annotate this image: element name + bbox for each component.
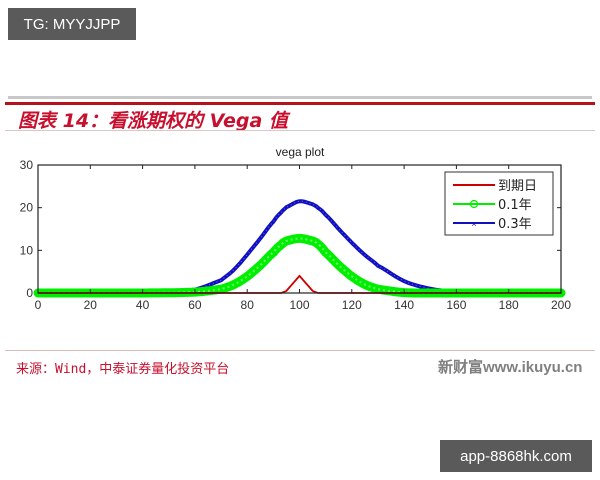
y-axis-ticks: 0 10 20 30: [20, 158, 561, 300]
series-1: [33, 233, 566, 298]
x-tick-label: 160: [446, 298, 466, 312]
legend-label: 到期日: [498, 179, 537, 194]
site-watermark: 新财富www.ikuyu.cn: [438, 359, 583, 376]
chart-title: vega plot: [276, 145, 325, 159]
title-underline: [5, 130, 595, 131]
chart-legend: 到期日 0.1年 × 0.3年: [444, 171, 554, 236]
svg-text:×: ×: [471, 219, 476, 229]
vega-chart: vega plot 0 20 40 60 80 100 120 140 160 180 200 0 1…: [20, 145, 572, 312]
y-tick-label: 10: [20, 243, 34, 257]
header-gray-rule: [8, 96, 592, 99]
x-tick-label: 80: [241, 298, 255, 312]
x-tick-label: 100: [289, 298, 309, 312]
x-tick-label: 180: [499, 298, 519, 312]
source-note: 来源：Wind，中泰证券量化投资平台: [16, 362, 230, 377]
x-tick-label: 120: [342, 298, 362, 312]
bottom-watermark-tag: app-8868hk.com: [440, 440, 592, 472]
top-watermark-tag: TG: MYYJJPP: [8, 8, 136, 40]
x-tick-label: 60: [188, 298, 202, 312]
x-axis-ticks: 0 20 40 60 80 100 120 140 160 180 200: [35, 165, 571, 312]
legend-label: 0.3年: [498, 217, 532, 232]
y-tick-label: 20: [20, 201, 34, 215]
x-tick-label: 20: [84, 298, 98, 312]
x-tick-label: 40: [136, 298, 150, 312]
figure-title: 图表 14：看涨期权的 Vega 值: [18, 110, 288, 132]
y-tick-label: 30: [20, 158, 34, 172]
x-tick-label: 200: [551, 298, 571, 312]
header-red-rule: [5, 102, 595, 105]
source-rule: [5, 350, 595, 351]
legend-label: 0.1年: [498, 198, 532, 213]
y-tick-label: 0: [26, 286, 33, 300]
x-tick-label: 0: [35, 298, 42, 312]
x-tick-label: 140: [394, 298, 414, 312]
